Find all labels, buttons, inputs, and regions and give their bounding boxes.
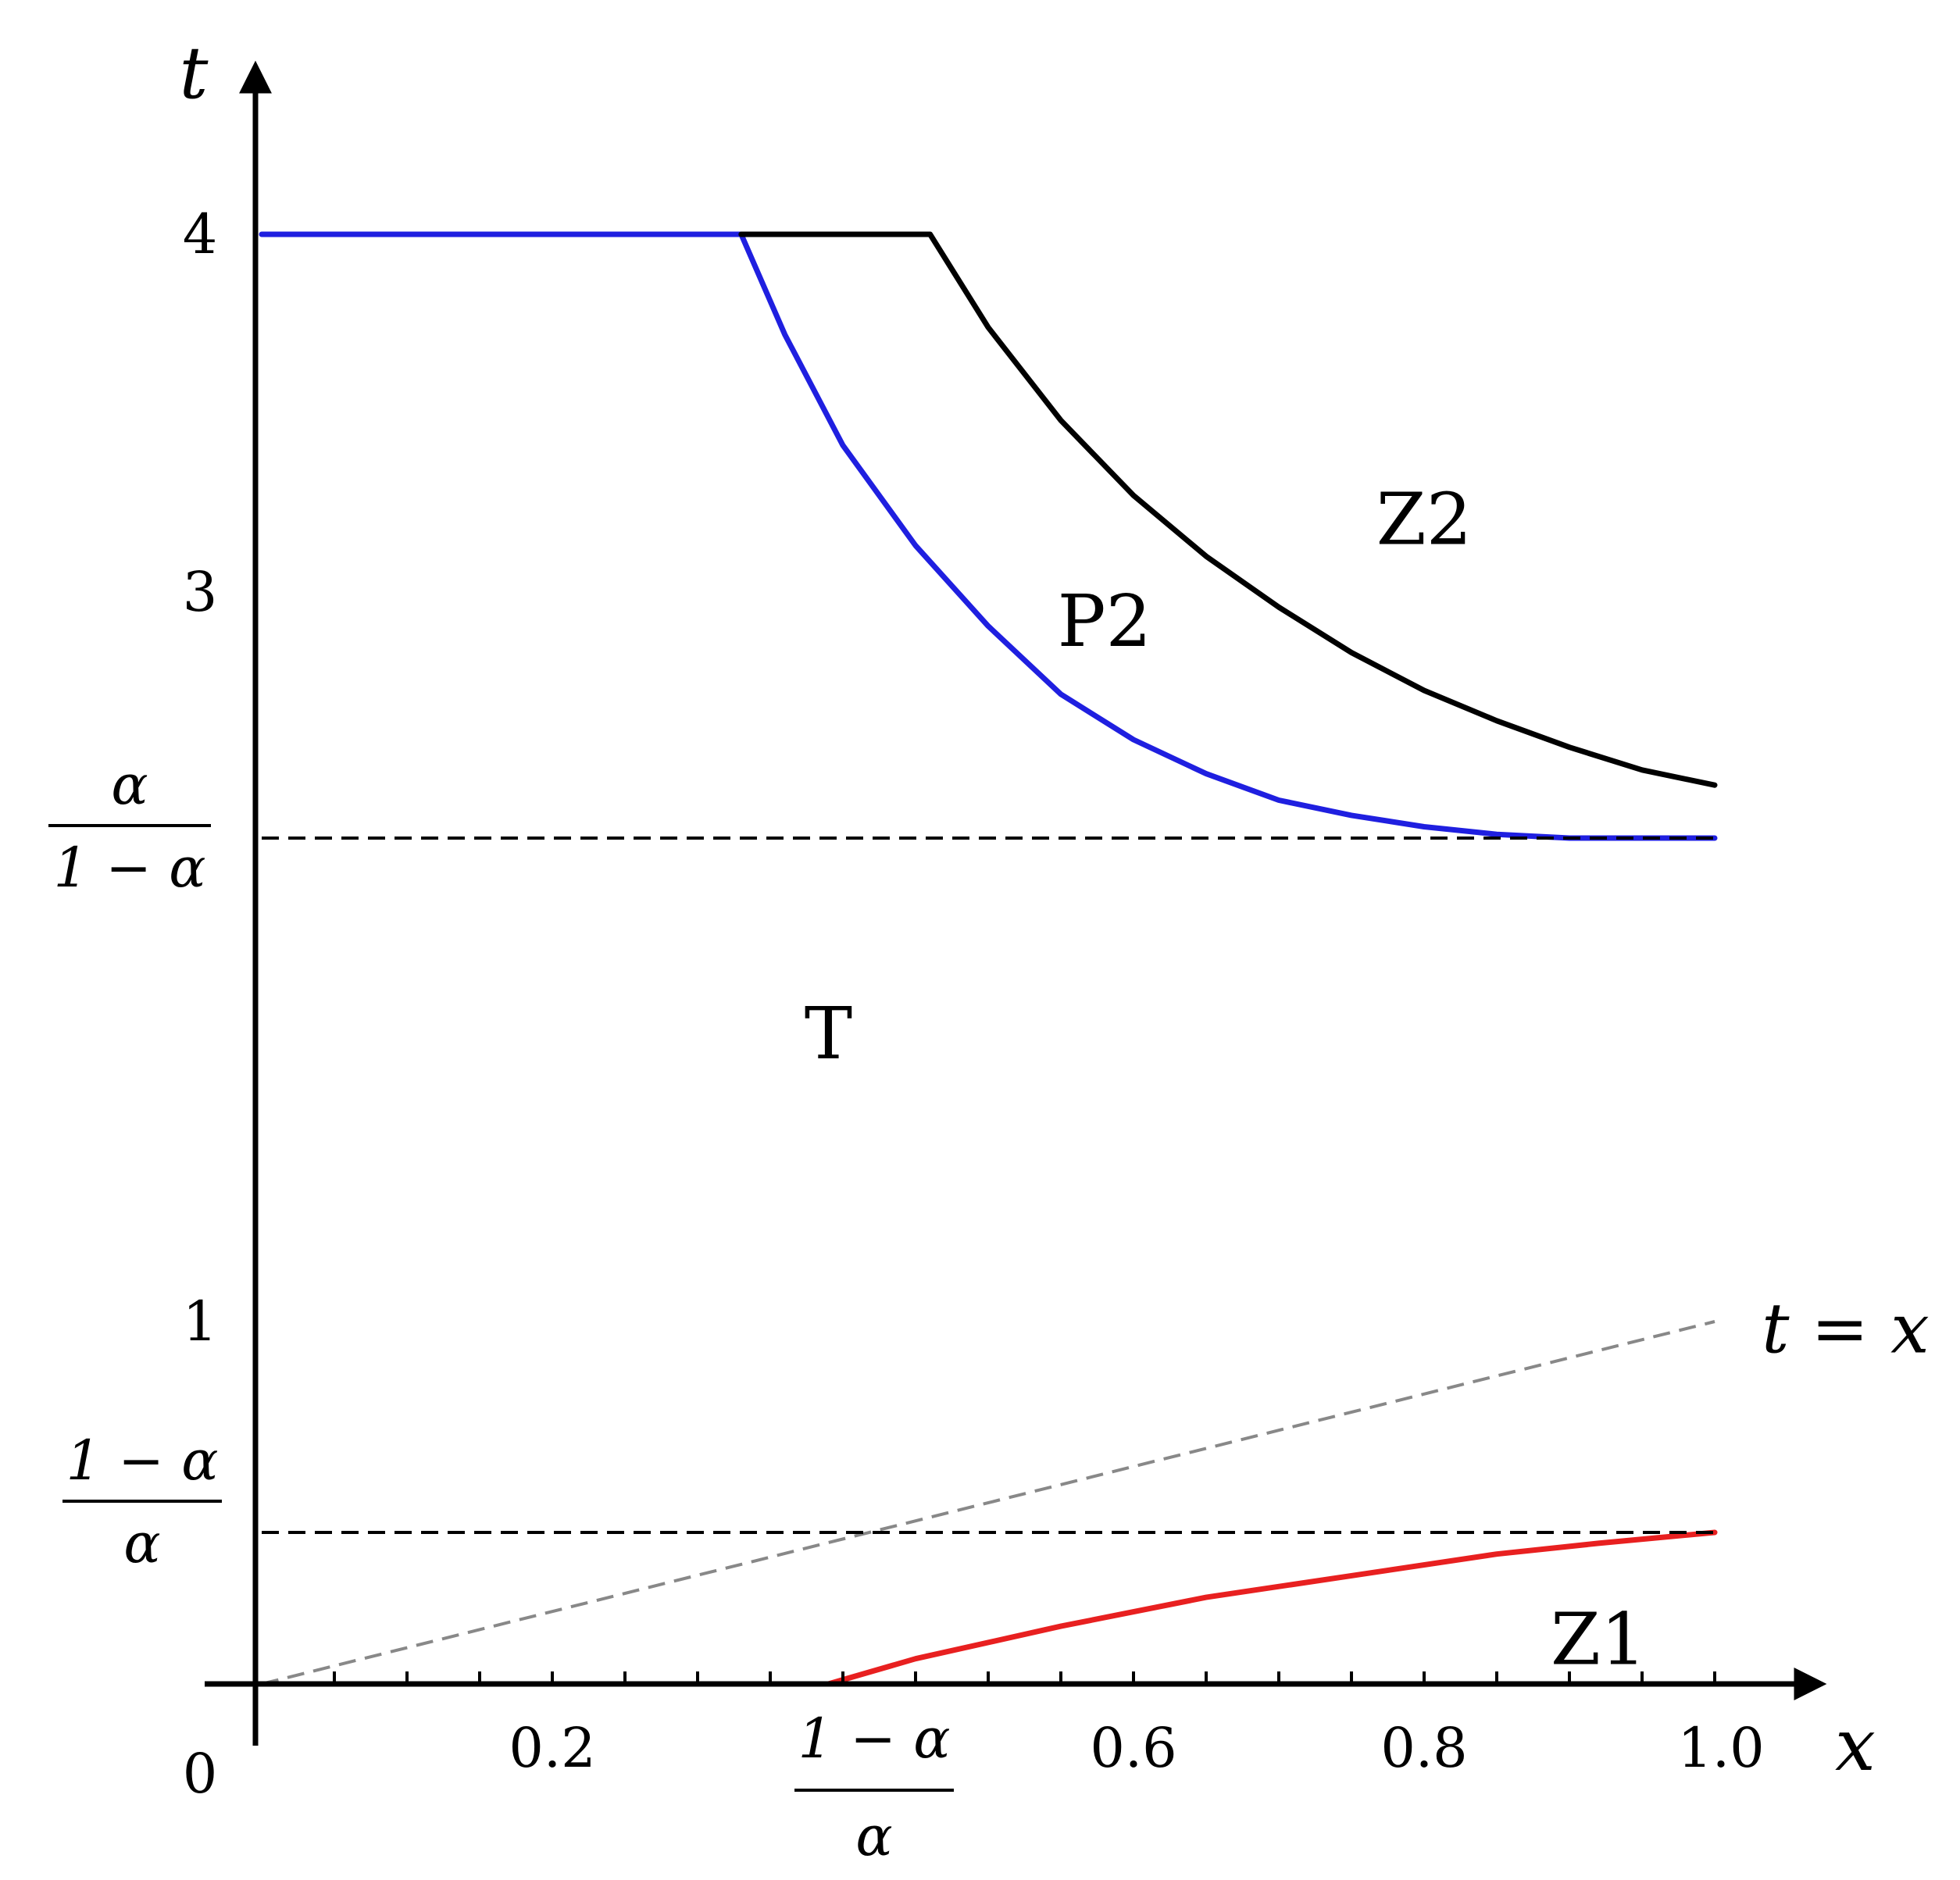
y-special-tick-denominator: 1 − α xyxy=(54,836,206,900)
region-label: t = x xyxy=(1762,1288,1930,1368)
y-tick-label: 0 xyxy=(183,1742,218,1806)
x-tick-label: 0.6 xyxy=(1090,1716,1176,1780)
region-label: P2 xyxy=(1058,580,1151,663)
x-tick-label: 0.8 xyxy=(1380,1716,1467,1780)
series-line-1 xyxy=(738,231,1718,788)
series-line-3 xyxy=(261,1320,1715,1686)
y-tick-label: 3 xyxy=(183,560,218,624)
x-axis-label: x xyxy=(1835,1703,1876,1787)
y-axis-label: t xyxy=(180,31,209,115)
region-label: Z2 xyxy=(1376,477,1472,561)
x-special-tick-numerator: 1 − α xyxy=(798,1707,951,1771)
y-tick-label: 4 xyxy=(183,202,218,266)
series-line-0 xyxy=(259,231,1718,841)
series-line-2 xyxy=(825,1529,1718,1687)
region-label: Z1 xyxy=(1551,1598,1646,1682)
y-special-tick-numerator: 1 − α xyxy=(66,1429,219,1493)
x-special-tick-denominator: α xyxy=(855,1804,892,1868)
axes-layer xyxy=(205,60,1827,1746)
x-tick-label: 1.0 xyxy=(1677,1716,1764,1780)
y-tick-label: 1 xyxy=(183,1290,218,1354)
series-layer xyxy=(259,231,1718,1687)
x-tick-label: 0.2 xyxy=(509,1716,595,1780)
y-special-tick-denominator: α xyxy=(123,1511,160,1575)
y-special-tick-numerator: α xyxy=(111,753,148,817)
labels-layer: t x 0.2 0.6 0.8 1.0 1 − α α 0 1 3 4 α 1 − α 1 − α α Z2… xyxy=(48,31,1930,1868)
x-minor-ticks xyxy=(333,1671,1716,1684)
region-label: T xyxy=(805,992,852,1076)
